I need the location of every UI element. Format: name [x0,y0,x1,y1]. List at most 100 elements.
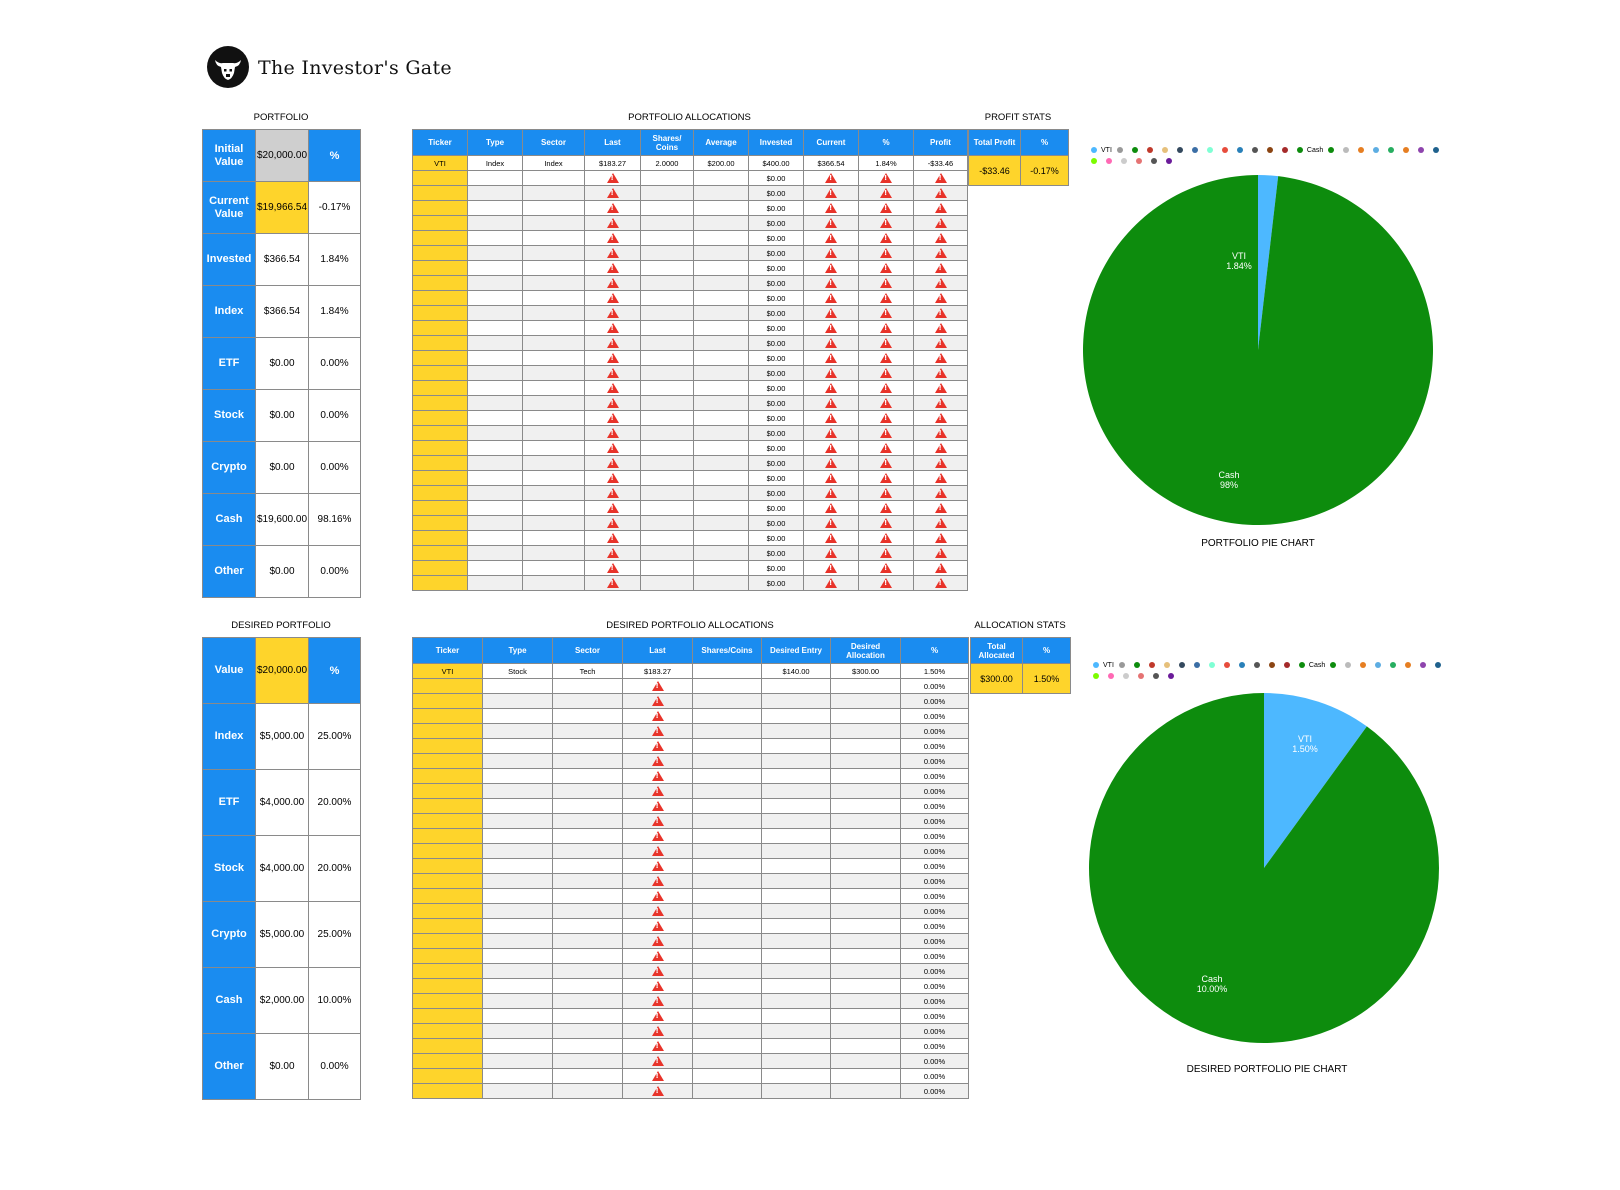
table-cell[interactable] [522,305,585,321]
table-cell[interactable] [482,843,553,859]
summary-value[interactable]: $20,000.00 [255,129,309,182]
table-cell[interactable] [552,993,623,1009]
table-cell[interactable] [552,1068,623,1084]
table-cell[interactable] [552,678,623,694]
table-cell[interactable] [640,275,694,291]
table-cell[interactable] [693,485,749,501]
table-cell[interactable] [830,828,901,844]
table-cell[interactable] [830,948,901,964]
table-cell[interactable] [467,215,523,231]
table-cell[interactable] [482,813,553,829]
table-cell[interactable] [482,918,553,934]
ticker-input-cell[interactable] [412,485,468,501]
ticker-input-cell[interactable] [412,768,483,784]
summary-value[interactable]: $0.00 [255,337,309,390]
table-cell[interactable] [552,783,623,799]
table-cell[interactable] [692,1023,762,1039]
ticker-input-cell[interactable] [412,170,468,186]
ticker-input-cell[interactable] [412,395,468,411]
ticker-input-cell[interactable] [412,200,468,216]
table-cell[interactable] [640,290,694,306]
table-cell[interactable] [761,963,831,979]
table-cell[interactable] [467,380,523,396]
table-cell[interactable]: 1.50% [900,663,969,679]
table-cell[interactable] [467,530,523,546]
ticker-input-cell[interactable] [412,1053,483,1069]
table-cell[interactable] [467,200,523,216]
table-cell[interactable] [761,1053,831,1069]
table-cell[interactable] [692,948,762,964]
table-cell[interactable] [467,395,523,411]
table-cell[interactable] [552,798,623,814]
ticker-input-cell[interactable] [412,260,468,276]
table-cell[interactable] [692,693,762,709]
summary-value[interactable]: $20,000.00 [255,637,309,704]
table-cell[interactable] [692,933,762,949]
table-cell[interactable] [482,693,553,709]
table-cell[interactable] [467,410,523,426]
table-cell[interactable] [693,395,749,411]
table-cell[interactable] [761,723,831,739]
table-cell[interactable] [552,1053,623,1069]
table-cell[interactable] [640,260,694,276]
ticker-input-cell[interactable] [412,753,483,769]
table-cell[interactable] [522,245,585,261]
table-cell[interactable] [482,708,553,724]
table-cell[interactable] [830,708,901,724]
table-cell[interactable] [552,933,623,949]
table-cell[interactable] [693,410,749,426]
ticker-input-cell[interactable] [412,410,468,426]
table-cell[interactable] [522,440,585,456]
ticker-input-cell[interactable] [412,1023,483,1039]
table-cell[interactable] [522,530,585,546]
table-cell[interactable] [761,918,831,934]
table-cell[interactable] [692,858,762,874]
ticker-input-cell[interactable] [412,275,468,291]
table-cell[interactable] [482,963,553,979]
total-profit-pct[interactable]: -0.17% [1020,155,1069,186]
table-cell[interactable] [761,1023,831,1039]
table-cell[interactable] [482,828,553,844]
table-cell[interactable] [830,978,901,994]
table-cell[interactable] [482,858,553,874]
table-cell[interactable] [693,530,749,546]
ticker-input-cell[interactable] [412,1038,483,1054]
ticker-input-cell[interactable] [412,903,483,919]
table-cell[interactable] [482,978,553,994]
table-cell[interactable] [640,530,694,546]
ticker-input-cell[interactable] [412,500,468,516]
table-cell[interactable] [693,440,749,456]
ticker-input-cell[interactable] [412,425,468,441]
table-cell[interactable] [830,888,901,904]
ticker-input-cell[interactable] [412,828,483,844]
table-cell[interactable] [761,843,831,859]
table-cell[interactable] [482,1023,553,1039]
table-cell[interactable] [467,545,523,561]
table-cell[interactable] [467,230,523,246]
table-cell[interactable] [693,560,749,576]
table-cell[interactable] [693,305,749,321]
table-cell[interactable] [482,753,553,769]
table-cell[interactable] [693,335,749,351]
table-cell[interactable] [830,1008,901,1024]
table-cell[interactable] [693,500,749,516]
table-cell[interactable] [692,828,762,844]
table-cell[interactable] [830,963,901,979]
ticker-input-cell[interactable] [412,798,483,814]
table-cell[interactable] [552,843,623,859]
table-cell[interactable] [693,230,749,246]
summary-value[interactable]: $19,600.00 [255,493,309,546]
table-cell[interactable] [522,335,585,351]
table-cell[interactable]: $400.00 [748,155,804,171]
table-cell[interactable] [467,575,523,591]
table-cell[interactable] [552,813,623,829]
table-cell[interactable] [482,1008,553,1024]
table-cell[interactable] [830,1038,901,1054]
ticker-input-cell[interactable] [412,380,468,396]
table-cell[interactable] [467,440,523,456]
table-cell[interactable] [552,768,623,784]
table-cell[interactable] [693,170,749,186]
ticker-input-cell[interactable] [412,843,483,859]
table-cell[interactable] [692,738,762,754]
table-cell[interactable] [640,560,694,576]
